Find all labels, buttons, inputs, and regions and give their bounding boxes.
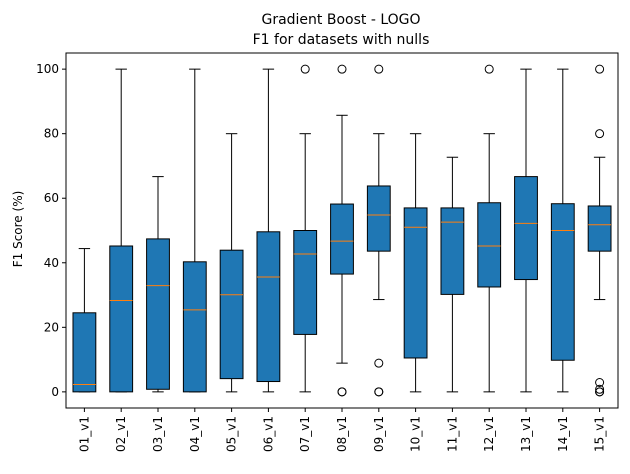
x-tick-label: 15_v1 [593,416,607,452]
box [550,203,575,361]
box [330,203,354,275]
x-tick-label: 08_v1 [335,416,349,452]
chart-subtitle: F1 for datasets with nulls [253,32,430,48]
box [293,230,318,335]
x-tick-label: 10_v1 [409,416,423,452]
box [587,205,612,252]
outlier-point [337,64,347,74]
x-tick-label: 11_v1 [445,416,459,452]
x-tick-label: 04_v1 [188,416,202,452]
x-tick-label: 14_v1 [556,416,570,452]
outlier-point [337,387,347,397]
outlier-point [300,64,310,74]
y-tick-label: 40 [44,256,59,270]
box [514,176,538,281]
box [182,261,207,393]
y-tick-label: 100 [36,62,59,76]
box [219,249,244,380]
plot-area: 0 20 40 60 80 100 01_v1 02_v1 03_v1 04_v1 05_v1 06_… [36,52,619,452]
x-tick-label: 09_v1 [372,416,386,452]
chart-title: Gradient Boost - LOGO [261,12,420,28]
box [440,207,465,295]
box [403,207,428,359]
outlier-point [595,378,605,388]
outlier-point [374,387,384,397]
x-tick-label: 06_v1 [261,416,275,452]
box [109,245,134,393]
x-tick-label: 05_v1 [225,416,239,452]
outlier-point [595,384,605,394]
y-tick-label: 60 [44,191,59,205]
outlier-point [595,129,605,139]
x-tick-label: 01_v1 [77,416,91,452]
outlier-point [374,358,384,368]
x-tick-label: 07_v1 [298,416,312,452]
y-tick-label: 80 [44,127,59,141]
box [477,202,502,288]
x-tick-label: 02_v1 [114,416,128,452]
outlier-point [484,64,494,74]
y-tick-label: 0 [51,385,59,399]
x-tick-label: 12_v1 [482,416,496,452]
outlier-point [595,387,605,397]
box [366,185,391,252]
box [72,312,97,393]
y-axis-label: F1 Score (%) [11,191,25,268]
box [146,238,170,390]
outlier-point [374,64,384,74]
x-tick-label: 13_v1 [519,416,533,452]
box [256,231,281,383]
outlier-point [595,64,605,74]
y-tick-label: 20 [44,320,59,334]
x-tick-label: 03_v1 [151,416,165,452]
